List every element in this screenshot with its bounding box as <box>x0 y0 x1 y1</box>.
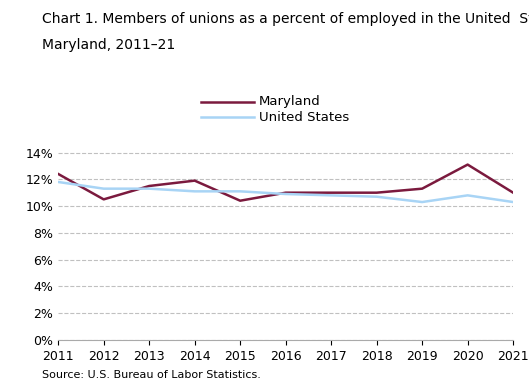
United States <box>55 180 61 184</box>
Text: Maryland, 2011–21: Maryland, 2011–21 <box>42 38 176 52</box>
Line: Maryland: Maryland <box>58 165 513 201</box>
Text: United States: United States <box>259 111 350 124</box>
United States <box>510 200 516 204</box>
United States <box>191 189 198 194</box>
United States <box>146 186 152 191</box>
Maryland <box>510 190 516 195</box>
Maryland <box>419 186 425 191</box>
Line: United States: United States <box>58 182 513 202</box>
Maryland <box>146 184 152 188</box>
Maryland <box>237 199 243 203</box>
United States <box>464 193 471 198</box>
United States <box>373 194 380 199</box>
United States <box>237 189 243 194</box>
Text: Maryland: Maryland <box>259 95 321 108</box>
Maryland <box>282 190 289 195</box>
United States <box>101 186 107 191</box>
United States <box>282 192 289 196</box>
Maryland <box>55 172 61 176</box>
Maryland <box>464 162 471 167</box>
Maryland <box>191 178 198 183</box>
Maryland <box>373 190 380 195</box>
Text: Source: U.S. Bureau of Labor Statistics.: Source: U.S. Bureau of Labor Statistics. <box>42 370 261 380</box>
Maryland <box>101 197 107 202</box>
Text: Chart 1. Members of unions as a percent of employed in the United  States and: Chart 1. Members of unions as a percent … <box>42 12 529 25</box>
United States <box>328 193 334 198</box>
United States <box>419 200 425 204</box>
Maryland <box>328 190 334 195</box>
